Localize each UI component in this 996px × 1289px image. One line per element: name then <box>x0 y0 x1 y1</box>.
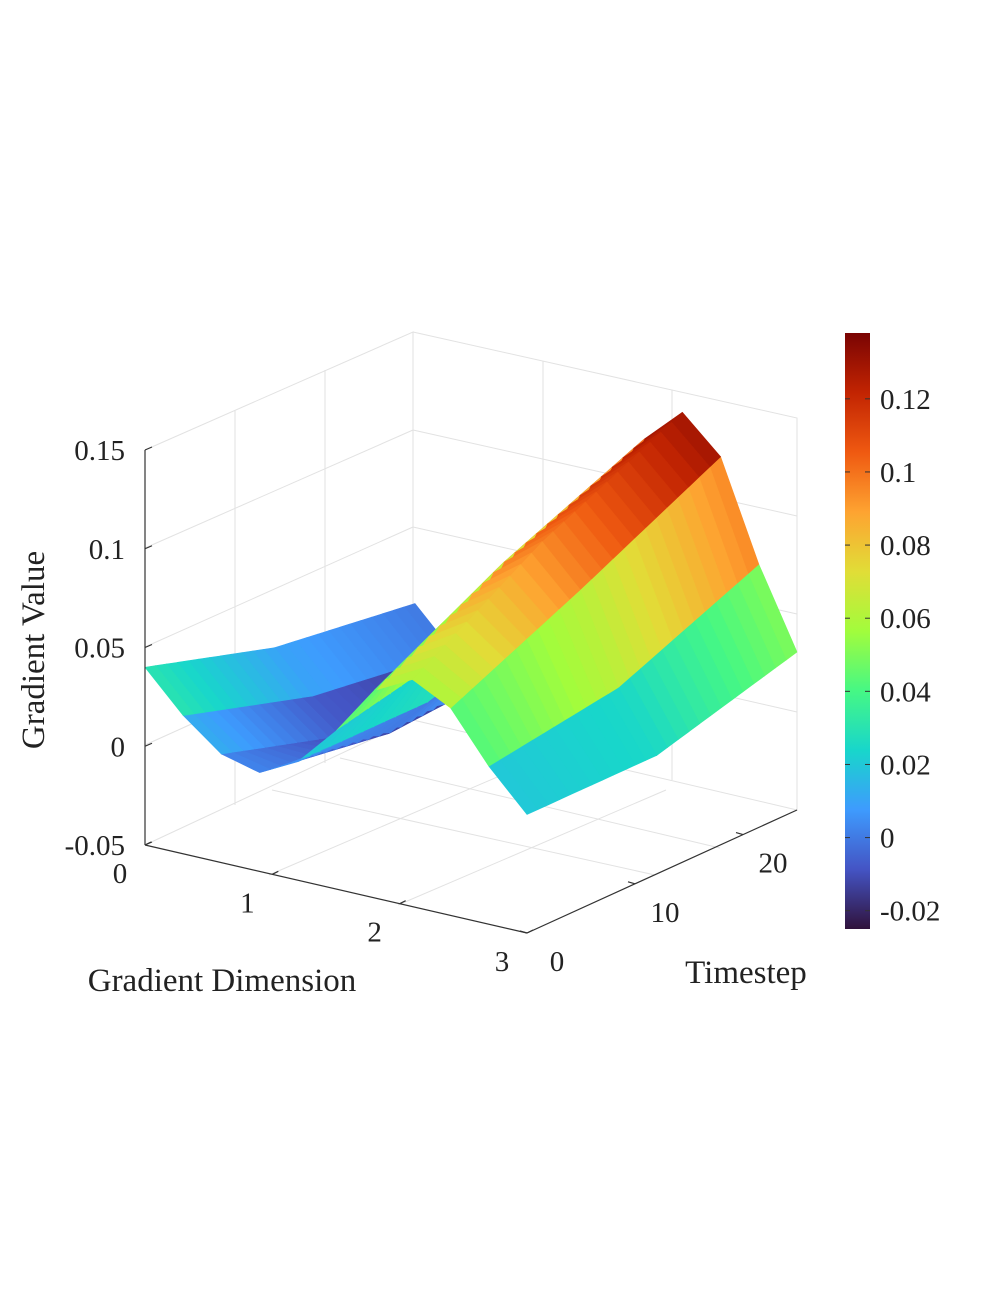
colorbar-tick-label: 0.12 <box>880 384 931 416</box>
grid-line <box>144 331 414 846</box>
surface-patch <box>144 665 195 716</box>
z-axis-label: Gradient Value <box>16 551 52 749</box>
surface-plot <box>144 411 798 815</box>
x-tick <box>144 841 152 846</box>
grid-line <box>271 789 656 876</box>
colorbar-tick-label: 0.1 <box>880 457 916 489</box>
x-tick-label: 0 <box>113 858 128 890</box>
colorbar: -0.02 0 0.02 0.04 0.06 0.08 0.1 0.12 <box>845 333 940 929</box>
x-axis-line <box>144 844 528 934</box>
z-tick-label: -0.05 <box>65 830 125 862</box>
y-tick <box>627 881 636 885</box>
y-tick-label: 20 <box>759 848 788 880</box>
z-tick <box>144 742 153 747</box>
colorbar-tick-label: 0.04 <box>880 676 931 708</box>
grid-line <box>144 526 414 648</box>
x-tick-label: 2 <box>367 917 382 949</box>
colorbar-ticks: -0.02 0 0.02 0.04 0.06 0.08 0.1 0.12 <box>845 384 940 928</box>
x-tick <box>526 929 534 934</box>
colorbar-scale <box>845 333 870 929</box>
y-tick-label: 10 <box>651 897 680 929</box>
z-tick-label: 0 <box>111 731 126 763</box>
colorbar-tick-label: 0.08 <box>880 530 931 562</box>
x-tick <box>272 870 279 875</box>
grid-line <box>144 429 414 549</box>
colorbar-tick-label: 0 <box>880 823 895 855</box>
x-axis-label: Gradient Dimension <box>88 963 357 999</box>
y-tick <box>735 832 744 836</box>
colorbar-tick-label: -0.02 <box>880 896 940 928</box>
y-tick <box>519 930 528 934</box>
colorbar-tick-label: 0.02 <box>880 749 931 781</box>
colorbar-tick-label: 0.06 <box>880 603 931 635</box>
x-tick <box>399 900 406 905</box>
z-tick-label: 0.05 <box>74 633 125 665</box>
z-tick <box>144 446 153 451</box>
y-axis-line <box>526 809 798 934</box>
z-tick <box>144 643 153 649</box>
tick-marks <box>144 446 744 934</box>
x-tick-label: 3 <box>495 946 510 978</box>
grid-line <box>268 759 538 876</box>
z-tick-label: 0.15 <box>74 435 125 467</box>
z-tick-label: 0.1 <box>89 534 125 566</box>
x-tick-label: 1 <box>240 887 255 919</box>
y-tick-label: 0 <box>550 946 565 978</box>
y-axis-label: Timestep <box>685 955 807 991</box>
z-tick <box>144 545 153 550</box>
